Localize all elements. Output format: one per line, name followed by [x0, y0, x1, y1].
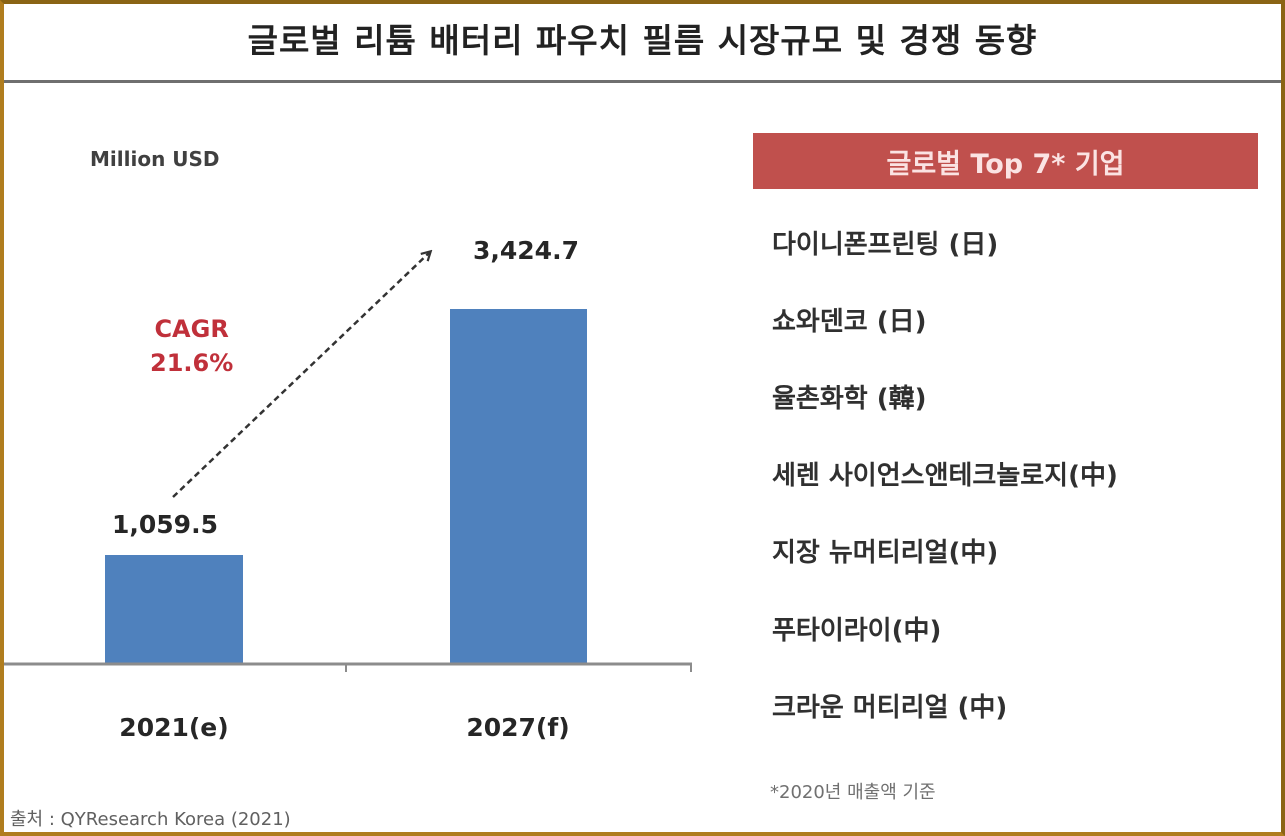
title-divider: [4, 80, 1281, 83]
top7-header: 글로벌 Top 7* 기업: [753, 133, 1258, 189]
bar-2027: [450, 309, 587, 663]
cagr-label: CAGR: [154, 315, 229, 343]
company-list-item: 지장 뉴머티리얼(中): [772, 538, 999, 568]
bar-value-label: 3,424.7: [473, 236, 579, 265]
company-list-item: 세렌 사이언스앤테크놀로지(中): [772, 461, 1118, 491]
company-list-item: 푸타이라이(中): [772, 616, 942, 646]
slide-title: 글로벌 리튬 배터리 파우치 필름 시장규모 및 경쟁 동향: [247, 21, 1038, 60]
y-axis-unit-label: Million USD: [90, 147, 220, 171]
growth-arrow-icon: [172, 252, 430, 498]
x-axis-category-label: 2027(f): [466, 713, 570, 742]
top7-header-label: 글로벌 Top 7* 기업: [886, 148, 1125, 180]
cagr-annotation: CAGR 21.6%: [150, 312, 233, 380]
x-axis-category-label: 2021(e): [119, 713, 229, 742]
cagr-value: 21.6%: [150, 349, 234, 377]
source-note: 출처 : QYResearch Korea (2021): [10, 809, 291, 830]
bar-value-label: 1,059.5: [112, 510, 218, 539]
company-list-item: 다이니폰프린팅 (日): [772, 230, 999, 260]
footnote: *2020년 매출액 기준: [770, 782, 936, 803]
company-list-item: 율촌화학 (韓): [772, 384, 927, 414]
bar-2021: [105, 555, 243, 663]
company-list-item: 쇼와덴코 (日): [772, 307, 927, 337]
company-list-item: 크라운 머티리얼 (中): [772, 693, 1008, 723]
